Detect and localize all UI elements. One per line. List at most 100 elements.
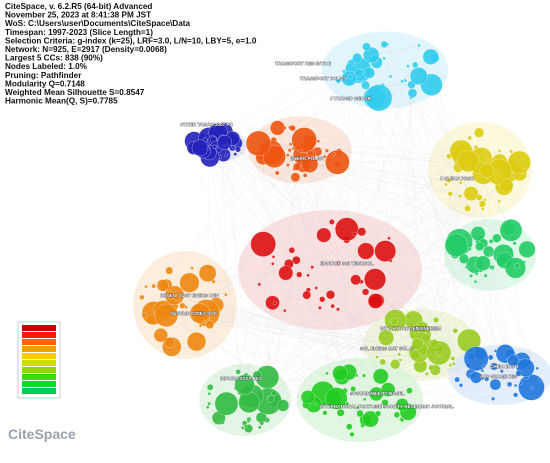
- edge: [438, 193, 451, 353]
- node: [483, 198, 487, 202]
- node: [538, 378, 542, 382]
- node: [502, 375, 506, 379]
- edge: [341, 151, 512, 377]
- logo: CiteSpace: [8, 426, 76, 442]
- node: [452, 328, 458, 334]
- edge: [300, 150, 396, 365]
- edge: [322, 299, 361, 414]
- edge: [337, 164, 350, 373]
- node: [235, 146, 241, 153]
- edge: [209, 97, 379, 309]
- node: [156, 279, 169, 292]
- node: [374, 240, 396, 262]
- edge: [262, 157, 268, 378]
- node: [365, 84, 393, 112]
- node: [271, 255, 276, 259]
- edge: [244, 357, 491, 424]
- node: [485, 158, 490, 162]
- node: [187, 332, 207, 352]
- cluster-label: SUSTAINABILITY-BASEL: [350, 391, 405, 396]
- node: [514, 263, 521, 269]
- node: [448, 363, 452, 367]
- node: [473, 280, 478, 284]
- node: [151, 283, 156, 289]
- edge: [267, 77, 349, 385]
- edge: [207, 159, 488, 274]
- edge: [431, 84, 496, 352]
- node: [212, 144, 217, 149]
- node: [362, 410, 379, 428]
- node: [507, 354, 519, 367]
- edge: [328, 167, 472, 377]
- node: [515, 370, 522, 377]
- node: [479, 163, 495, 178]
- edge: [390, 76, 472, 194]
- edge: [418, 76, 454, 364]
- edge: [306, 151, 462, 296]
- edge: [364, 337, 387, 400]
- node: [519, 381, 523, 385]
- edge: [151, 320, 250, 396]
- node: [329, 219, 335, 225]
- edge: [245, 232, 508, 427]
- node: [465, 265, 469, 269]
- node: [293, 162, 301, 171]
- node: [306, 273, 310, 277]
- node: [231, 145, 235, 149]
- edge: [222, 139, 226, 295]
- edge: [209, 157, 468, 209]
- node: [206, 405, 210, 409]
- edge: [338, 80, 376, 302]
- edge: [405, 80, 472, 357]
- edge: [194, 140, 482, 271]
- edge: [203, 150, 483, 371]
- node: [271, 262, 275, 266]
- node: [325, 371, 329, 376]
- node: [250, 231, 276, 257]
- node: [221, 421, 225, 425]
- node: [387, 236, 391, 240]
- cluster-label: SOL ENERG MAT SOL C: [360, 346, 414, 351]
- node: [375, 410, 382, 417]
- cluster-halo: [321, 31, 449, 109]
- node: [409, 67, 428, 85]
- node: [478, 200, 486, 208]
- edge: [337, 164, 386, 252]
- node: [287, 148, 292, 153]
- node: [451, 362, 456, 366]
- cluster-labels: TRANSPORT RES E-TR E TRANSPORT POLICY J TR…: [160, 61, 520, 410]
- legend-swatch: [22, 325, 56, 331]
- node: [444, 233, 468, 257]
- node: [211, 279, 216, 284]
- edge: [326, 180, 449, 374]
- cluster-label: TRANSPORT RES E-TR E: [275, 61, 331, 66]
- nodes: [139, 40, 545, 437]
- edge: [209, 267, 506, 325]
- edge: [349, 61, 510, 385]
- node: [475, 241, 485, 252]
- edge: [377, 97, 380, 301]
- edge: [245, 44, 385, 376]
- node: [492, 233, 502, 243]
- node: [491, 396, 496, 401]
- edge: [268, 260, 505, 398]
- node: [356, 410, 364, 417]
- edge: [235, 274, 300, 389]
- edge: [366, 46, 516, 386]
- node: [207, 402, 211, 406]
- node: [372, 368, 389, 385]
- node: [335, 261, 341, 266]
- edge: [166, 315, 237, 389]
- edge: [318, 141, 366, 421]
- node: [363, 46, 380, 64]
- edge: [268, 240, 481, 398]
- node: [224, 293, 228, 297]
- edge: [197, 145, 503, 231]
- node: [214, 391, 239, 416]
- edge: [226, 147, 477, 359]
- node: [144, 285, 148, 289]
- node: [290, 172, 301, 182]
- node: [286, 163, 290, 167]
- edge: [374, 58, 451, 366]
- edge: [162, 309, 521, 384]
